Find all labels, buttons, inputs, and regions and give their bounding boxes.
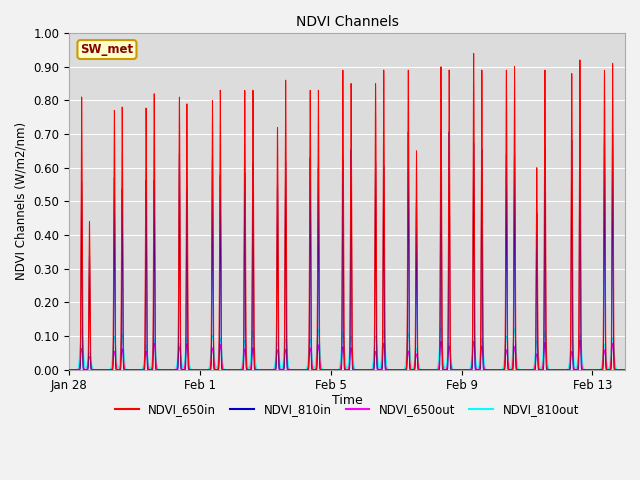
NDVI_810out (437, 324, 445, 330)
NDVI_810in (576, 121, 584, 127)
NDVI_650in (470, 50, 477, 56)
Title: NDVI Channels: NDVI Channels (296, 15, 399, 29)
NDVI_650in (556, 367, 563, 372)
NDVI_650in (154, 367, 162, 372)
NDVI_650in (407, 367, 415, 372)
NDVI_810in (407, 367, 415, 372)
NDVI_650in (463, 367, 470, 372)
NDVI_650out (556, 367, 563, 372)
NDVI_810out (116, 356, 124, 361)
NDVI_650in (181, 365, 189, 371)
NDVI_650out (116, 365, 124, 371)
Line: NDVI_650out: NDVI_650out (69, 340, 625, 370)
NDVI_810out (154, 365, 162, 371)
NDVI_650out (65, 367, 73, 372)
NDVI_810out (407, 357, 415, 362)
NDVI_810out (556, 367, 563, 372)
NDVI_650out (154, 367, 162, 372)
NDVI_810in (181, 367, 189, 372)
NDVI_810in (154, 367, 162, 372)
NDVI_650out (576, 337, 584, 343)
NDVI_810in (116, 367, 124, 372)
NDVI_810out (401, 365, 408, 371)
NDVI_650out (401, 367, 408, 372)
Line: NDVI_810out: NDVI_810out (69, 327, 625, 370)
NDVI_810in (621, 367, 629, 372)
NDVI_810out (463, 367, 470, 372)
NDVI_810out (621, 367, 629, 372)
Y-axis label: NDVI Channels (W/m2/nm): NDVI Channels (W/m2/nm) (15, 122, 28, 280)
NDVI_810out (181, 352, 189, 358)
NDVI_650in (621, 367, 629, 372)
NDVI_650out (621, 367, 629, 372)
NDVI_810in (65, 367, 73, 372)
NDVI_810in (401, 367, 408, 372)
NDVI_650in (65, 367, 73, 372)
Legend: NDVI_650in, NDVI_810in, NDVI_650out, NDVI_810out: NDVI_650in, NDVI_810in, NDVI_650out, NDV… (111, 398, 584, 421)
Line: NDVI_650in: NDVI_650in (69, 53, 625, 370)
NDVI_650out (407, 365, 415, 371)
Text: SW_met: SW_met (81, 43, 134, 56)
NDVI_810out (65, 367, 73, 372)
NDVI_650in (401, 367, 408, 372)
Line: NDVI_810in: NDVI_810in (69, 124, 625, 370)
NDVI_650out (181, 361, 189, 367)
NDVI_810in (556, 367, 563, 372)
NDVI_650in (116, 367, 124, 372)
X-axis label: Time: Time (332, 394, 362, 407)
NDVI_810in (463, 367, 470, 372)
NDVI_650out (463, 367, 470, 372)
